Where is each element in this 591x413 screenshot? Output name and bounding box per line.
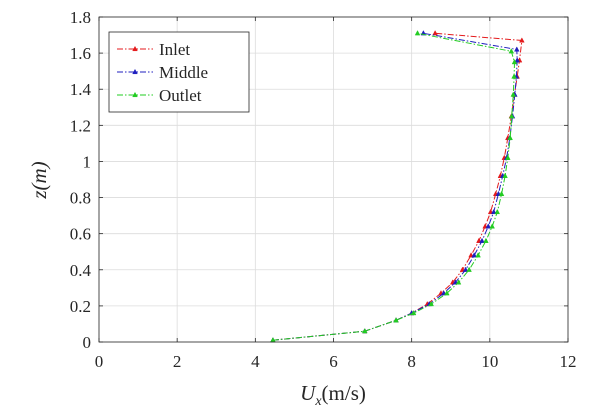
- x-axis-label: Ux(m/s): [300, 381, 366, 409]
- y-tick-label: 0.6: [70, 225, 91, 244]
- x-tick-label: 10: [481, 352, 498, 371]
- y-axis-label-unit: (m): [27, 161, 51, 190]
- x-tick-label: 8: [407, 352, 416, 371]
- data-point-outlet: [475, 252, 481, 258]
- x-tick-label: 4: [251, 352, 260, 371]
- ticks: 0 2 4 6 8 10 12 0 0.2 0.4 0.6 0.8 1 1.2 1.4 1.6 1.8: [70, 8, 577, 371]
- y-tick-label: 1.6: [70, 44, 91, 63]
- legend-marker-outlet: [132, 91, 138, 98]
- data-point-middle: [485, 223, 492, 229]
- x-axis-label-sub: x: [314, 394, 322, 409]
- data-point-outlet: [393, 317, 399, 323]
- data-point-inlet: [519, 37, 525, 43]
- data-point-outlet: [483, 237, 489, 243]
- y-tick-label: 0.4: [70, 261, 92, 280]
- data-point-middle: [479, 237, 485, 243]
- y-tick-label: 1.4: [70, 80, 92, 99]
- data-point-outlet: [508, 113, 515, 119]
- data-point-outlet: [466, 266, 472, 272]
- series-inlet: [270, 30, 525, 343]
- y-tick-label: 1.2: [70, 116, 91, 135]
- data-point-middle: [471, 252, 477, 258]
- data-point-middle: [514, 57, 520, 63]
- y-tick-label: 0.2: [70, 297, 91, 316]
- data-point-middle: [514, 46, 520, 52]
- series-line-middle: [272, 32, 518, 341]
- data-point-inlet: [432, 30, 438, 36]
- series-line-inlet: [272, 32, 523, 341]
- x-tick-label: 12: [560, 352, 577, 371]
- series-layer: [270, 30, 525, 343]
- x-axis-label-var: U: [300, 381, 317, 405]
- data-point-outlet: [498, 190, 505, 197]
- legend-label-outlet: Outlet: [159, 86, 202, 105]
- data-point-outlet: [362, 328, 368, 334]
- data-point-outlet: [507, 134, 513, 141]
- data-point-outlet: [508, 48, 515, 54]
- y-tick-label: 0: [83, 333, 92, 352]
- y-tick-label: 1.8: [70, 8, 91, 27]
- data-point-outlet: [428, 300, 434, 307]
- data-point-middle: [462, 266, 469, 272]
- data-point-outlet: [444, 290, 450, 296]
- legend-marker-middle: [132, 68, 138, 75]
- data-point-outlet: [455, 279, 462, 285]
- data-point-outlet: [494, 208, 501, 215]
- legend-marker-inlet: [132, 45, 138, 52]
- legend-label-inlet: Inlet: [159, 40, 190, 59]
- legend-item-outlet: Outlet: [117, 86, 202, 105]
- series-line-outlet: [272, 32, 516, 341]
- data-point-outlet: [414, 30, 421, 36]
- series-outlet: [270, 30, 518, 343]
- data-point-outlet: [410, 309, 417, 316]
- data-point-outlet: [489, 223, 495, 229]
- data-point-outlet: [505, 154, 511, 160]
- y-tick-label: 1: [83, 152, 92, 171]
- y-axis-label: z(m): [27, 161, 51, 199]
- legend-item-inlet: Inlet: [117, 40, 190, 59]
- data-point-outlet: [511, 73, 517, 79]
- series-middle: [270, 30, 520, 343]
- data-point-middle: [490, 208, 497, 215]
- legend-label-middle: Middle: [159, 63, 208, 82]
- data-point-outlet: [510, 91, 517, 97]
- legend-item-middle: Middle: [117, 63, 208, 82]
- data-point-outlet: [502, 172, 508, 178]
- x-axis-label-unit: (m/s): [322, 381, 366, 405]
- x-tick-label: 6: [329, 352, 338, 371]
- x-tick-label: 0: [95, 352, 104, 371]
- x-tick-label: 2: [173, 352, 182, 371]
- y-axis-label-var: z: [27, 190, 51, 199]
- y-tick-label: 0.8: [70, 189, 91, 208]
- data-point-outlet: [511, 59, 518, 65]
- legend: Inlet Middle Outlet: [108, 31, 250, 113]
